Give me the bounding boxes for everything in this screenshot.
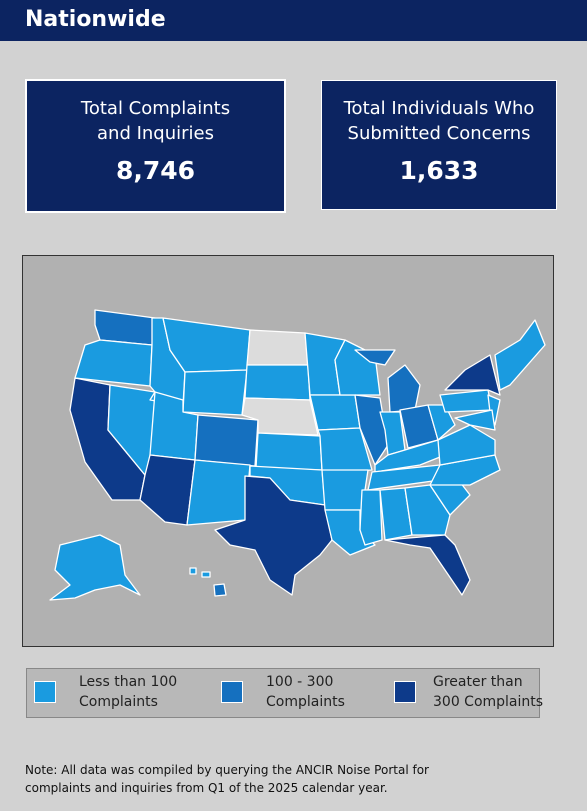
state — [201, 571, 211, 578]
card-value: 8,746 — [115, 156, 196, 185]
state — [444, 354, 501, 396]
state — [189, 567, 197, 575]
state — [74, 339, 153, 387]
us-map — [49, 309, 546, 601]
state — [309, 394, 361, 431]
state — [182, 369, 248, 416]
state — [324, 509, 376, 556]
state — [194, 414, 259, 467]
state — [334, 339, 381, 396]
state — [404, 484, 451, 536]
footnote: Note: All data was compiled by querying … — [25, 763, 429, 795]
state — [439, 389, 493, 413]
state — [359, 489, 383, 546]
legend-swatch — [221, 681, 243, 703]
stat-card: Total Individuals Who Submitted Concerns… — [321, 80, 557, 210]
state — [49, 534, 141, 601]
legend-label: 100 - 300 Complaints — [266, 674, 345, 710]
state — [246, 329, 309, 366]
legend-label: Less than 100 Complaints — [79, 674, 178, 710]
state — [213, 583, 227, 597]
state — [139, 454, 196, 526]
card-label: Total Individuals Who Submitted Concerns — [343, 98, 535, 144]
state — [454, 409, 496, 431]
state — [354, 349, 396, 366]
legend-swatch — [394, 681, 416, 703]
state — [186, 459, 251, 526]
state — [387, 364, 421, 413]
legend: Less than 100 Complaints 100 - 300 Compl… — [26, 668, 543, 718]
state — [384, 534, 471, 596]
card-value: 1,633 — [399, 156, 479, 185]
state — [244, 364, 311, 401]
state — [255, 432, 323, 471]
state — [494, 319, 546, 391]
legend-swatch — [34, 681, 56, 703]
state — [437, 424, 496, 466]
state — [214, 475, 333, 596]
header-bar: Nationwide — [0, 0, 587, 41]
header-title: Nationwide — [25, 7, 166, 32]
stat-card: Total Complaints and Inquiries 8,746 — [25, 79, 286, 213]
legend-label: Greater than 300 Complaints — [433, 674, 544, 710]
state — [427, 404, 456, 441]
state — [487, 394, 501, 426]
card-label: Total Complaints and Inquiries — [80, 98, 231, 144]
map-panel — [22, 255, 554, 647]
